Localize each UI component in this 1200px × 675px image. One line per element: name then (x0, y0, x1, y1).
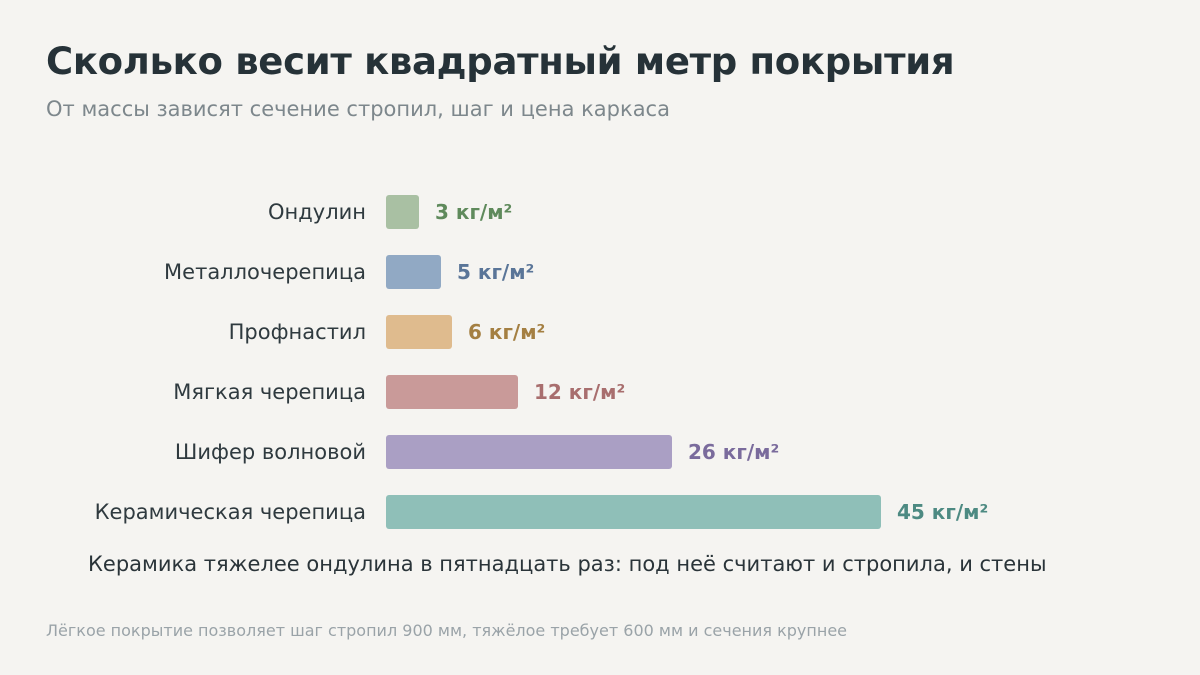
value-label: 45 кг/м² (897, 500, 988, 524)
category-label: Шифер волновой (175, 440, 366, 464)
category-label: Мягкая черепица (173, 380, 366, 404)
bar (386, 375, 518, 409)
bar (386, 195, 419, 229)
value-label: 3 кг/м² (435, 200, 512, 224)
value-label: 12 кг/м² (534, 380, 625, 404)
chart-footnote: Лёгкое покрытие позволяет шаг стропил 90… (46, 621, 847, 640)
chart-title: Сколько весит квадратный метр покрытия (46, 40, 955, 83)
category-label: Ондулин (268, 200, 366, 224)
category-label: Профнастил (229, 320, 366, 344)
bar (386, 495, 881, 529)
bar (386, 255, 441, 289)
category-label: Керамическая черепица (95, 500, 366, 524)
value-label: 6 кг/м² (468, 320, 545, 344)
chart-subtitle: От массы зависят сечение стропил, шаг и … (46, 97, 670, 121)
value-label: 5 кг/м² (457, 260, 534, 284)
category-label: Металлочерепица (164, 260, 366, 284)
chart-annotation: Керамика тяжелее ондулина в пятнадцать р… (88, 552, 1047, 576)
value-label: 26 кг/м² (688, 440, 779, 464)
bar (386, 315, 452, 349)
bar (386, 435, 672, 469)
